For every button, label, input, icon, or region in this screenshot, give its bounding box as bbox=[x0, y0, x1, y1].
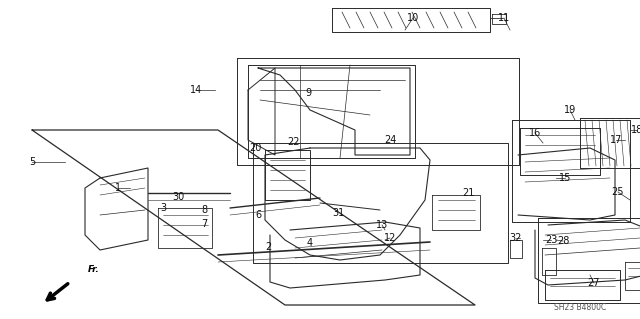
Text: 27: 27 bbox=[588, 278, 600, 288]
Text: 28: 28 bbox=[557, 236, 569, 246]
Text: 12: 12 bbox=[384, 233, 396, 243]
Text: 17: 17 bbox=[610, 135, 622, 145]
Text: 6: 6 bbox=[255, 210, 261, 220]
Text: 20: 20 bbox=[249, 143, 261, 153]
Text: 1: 1 bbox=[115, 183, 121, 193]
Text: 2: 2 bbox=[265, 242, 271, 252]
Text: 5: 5 bbox=[29, 157, 35, 167]
Text: SH23 B4800C: SH23 B4800C bbox=[554, 303, 606, 313]
Text: 18: 18 bbox=[631, 125, 640, 135]
Text: 14: 14 bbox=[190, 85, 202, 95]
Text: 15: 15 bbox=[559, 173, 571, 183]
Text: 16: 16 bbox=[529, 128, 541, 138]
Text: 30: 30 bbox=[172, 192, 184, 202]
Text: 19: 19 bbox=[564, 105, 576, 115]
Text: 9: 9 bbox=[305, 88, 311, 98]
Text: 32: 32 bbox=[510, 233, 522, 243]
Text: 7: 7 bbox=[201, 219, 207, 229]
Text: 24: 24 bbox=[384, 135, 396, 145]
Text: 23: 23 bbox=[545, 235, 557, 245]
Text: 11: 11 bbox=[498, 13, 510, 23]
Text: 22: 22 bbox=[287, 137, 300, 147]
Text: 8: 8 bbox=[201, 205, 207, 215]
Text: 31: 31 bbox=[332, 208, 344, 218]
Text: 3: 3 bbox=[160, 203, 166, 213]
Text: 25: 25 bbox=[612, 187, 624, 197]
Text: 21: 21 bbox=[462, 188, 474, 198]
Text: 13: 13 bbox=[376, 220, 388, 230]
Text: Fr.: Fr. bbox=[88, 265, 100, 275]
Text: 10: 10 bbox=[407, 13, 419, 23]
Text: 4: 4 bbox=[307, 238, 313, 248]
